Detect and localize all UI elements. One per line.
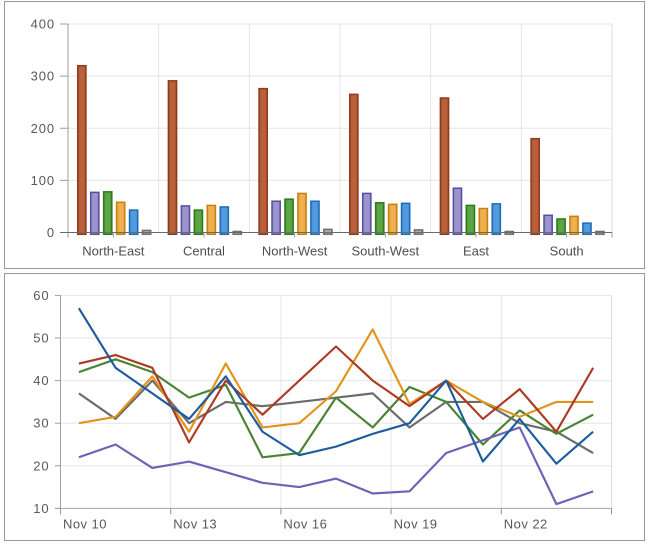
- svg-text:Nov 10: Nov 10: [63, 516, 107, 531]
- svg-text:60: 60: [33, 288, 49, 303]
- svg-text:20: 20: [33, 458, 49, 473]
- svg-text:50: 50: [33, 331, 49, 346]
- svg-text:40: 40: [33, 373, 49, 388]
- svg-text:East: East: [463, 244, 489, 259]
- svg-text:300: 300: [31, 69, 55, 84]
- svg-text:100: 100: [31, 173, 55, 188]
- svg-text:30: 30: [33, 416, 49, 431]
- svg-text:South-West: South-West: [351, 244, 419, 259]
- svg-text:0: 0: [47, 225, 55, 240]
- svg-text:400: 400: [31, 17, 55, 32]
- svg-text:Central: Central: [183, 244, 225, 259]
- svg-text:200: 200: [31, 121, 55, 136]
- svg-text:Nov 19: Nov 19: [394, 516, 438, 531]
- svg-text:North-West: North-West: [262, 244, 328, 259]
- svg-text:North-East: North-East: [82, 244, 145, 259]
- svg-text:10: 10: [33, 501, 49, 516]
- svg-text:Nov 16: Nov 16: [283, 516, 327, 531]
- svg-text:Nov 13: Nov 13: [173, 516, 217, 531]
- svg-text:Nov 22: Nov 22: [504, 516, 548, 531]
- svg-text:South: South: [550, 244, 584, 259]
